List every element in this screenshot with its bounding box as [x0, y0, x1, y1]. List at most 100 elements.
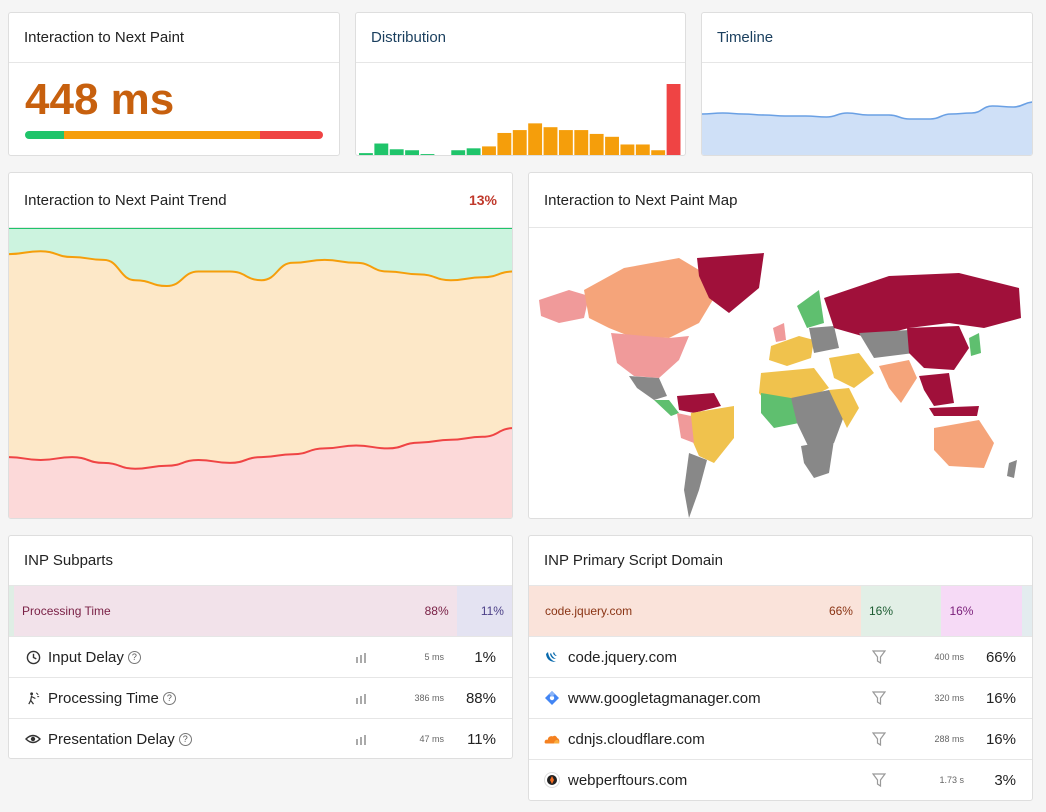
- inp-value-card-header: Interaction to Next Paint: [9, 13, 339, 63]
- map-region-india[interactable]: [879, 360, 917, 403]
- filter-icon[interactable]: [872, 691, 886, 705]
- help-icon[interactable]: ?: [162, 691, 176, 705]
- domain-row-cloudflare[interactable]: cdnjs.cloudflare.com 288 ms 16%: [529, 718, 1032, 759]
- map-region-west-africa[interactable]: [761, 393, 799, 428]
- distribution-card-title[interactable]: Distribution: [371, 29, 447, 46]
- distribution-bar: [359, 153, 373, 155]
- help-icon[interactable]: ?: [178, 732, 192, 746]
- distribution-bar: [420, 154, 435, 155]
- webperftours-icon: [544, 772, 560, 788]
- map-region-brazil[interactable]: [689, 406, 734, 463]
- timeline-card[interactable]: Timeline: [701, 12, 1033, 156]
- domain-seg-jquery-label: code.jquery.com: [545, 604, 633, 618]
- timeline-card-title[interactable]: Timeline: [717, 29, 774, 46]
- cloudflare-icon: [544, 731, 560, 747]
- timeline-line: [702, 101, 1032, 120]
- domain-row-jquery[interactable]: code.jquery.com 400 ms 66%: [529, 636, 1032, 677]
- subparts-stack-bar[interactable]: Processing Time 88% 11%: [9, 586, 512, 636]
- trend-area-poor: [9, 428, 512, 518]
- script-domain-stack-bar[interactable]: code.jquery.com 66% 16% 16%: [529, 586, 1032, 636]
- world-map[interactable]: [529, 228, 1033, 518]
- map-region-middle-east[interactable]: [829, 353, 874, 388]
- map-region-central-america[interactable]: [654, 400, 679, 416]
- distribution-bar: [620, 144, 635, 155]
- map-region-scandinavia[interactable]: [797, 290, 824, 328]
- subpart-row-processing-time[interactable]: Processing Time ? 386 ms 88%: [9, 677, 512, 718]
- gtm-icon: [544, 690, 560, 706]
- map-region-venezuela[interactable]: [677, 393, 721, 413]
- map-region-central-africa[interactable]: [791, 390, 847, 448]
- distribution-bar: [466, 148, 481, 155]
- map-card-title: Interaction to Next Paint Map: [544, 191, 738, 209]
- inp-subparts-header: INP Subparts: [9, 536, 512, 586]
- map-region-usa[interactable]: [611, 333, 689, 378]
- gauge-segment-2: [260, 131, 323, 139]
- eye-icon: [24, 730, 42, 748]
- domain-pct: 3%: [994, 771, 1016, 789]
- distribution-bar: [605, 136, 619, 155]
- script-domain-card: INP Primary Script Domain code.jquery.co…: [528, 535, 1033, 801]
- subpart-ms: 5 ms: [424, 652, 444, 662]
- subpart-row-presentation-delay[interactable]: Presentation Delay ? 47 ms 11%: [9, 718, 512, 758]
- domain-seg-gtm[interactable]: 16%: [860, 586, 942, 636]
- map-region-southeast-asia[interactable]: [919, 373, 954, 406]
- map-region-alaska[interactable]: [539, 290, 589, 323]
- map-region-russia[interactable]: [824, 273, 1021, 338]
- domain-seg-jquery[interactable]: code.jquery.com 66%: [529, 586, 861, 636]
- domain-seg-other[interactable]: [1021, 586, 1032, 636]
- domain-ms: 320 ms: [934, 693, 964, 703]
- map-region-southern-africa[interactable]: [801, 440, 834, 478]
- map-region-central-asia[interactable]: [859, 330, 914, 358]
- distribution-card[interactable]: Distribution: [355, 12, 686, 156]
- domain-row-webperftours[interactable]: webperftours.com 1.73 s 3%: [529, 759, 1032, 800]
- map-region-greenland[interactable]: [697, 253, 764, 313]
- map-card: Interaction to Next Paint Map: [528, 172, 1033, 519]
- subparts-seg-processing-pct: 88%: [424, 604, 449, 618]
- map-region-china[interactable]: [907, 326, 969, 370]
- gauge-segment-0: [25, 131, 64, 139]
- subparts-seg-input[interactable]: [9, 586, 15, 636]
- domain-seg-cloudflare-pct: 16%: [949, 604, 974, 618]
- distribution-bar: [666, 84, 681, 155]
- map-region-eastern-europe[interactable]: [809, 326, 839, 353]
- map-region-new-zealand[interactable]: [1007, 460, 1017, 478]
- map-region-argentina[interactable]: [684, 453, 707, 518]
- trend-chart: [9, 228, 512, 518]
- distribution-bar: [374, 143, 389, 155]
- domain-row-googletagmanager[interactable]: www.googletagmanager.com 320 ms 16%: [529, 677, 1032, 718]
- processing-icon: [24, 689, 42, 707]
- map-region-indonesia[interactable]: [929, 406, 979, 416]
- subparts-seg-presentation[interactable]: 11%: [456, 586, 512, 636]
- inp-value-card-title: Interaction to Next Paint: [24, 29, 185, 46]
- bar-chart-icon[interactable]: [355, 733, 369, 745]
- subparts-seg-processing[interactable]: Processing Time 88%: [14, 586, 457, 636]
- domain-seg-cloudflare[interactable]: 16%: [941, 586, 1022, 636]
- bar-chart-icon[interactable]: [355, 651, 369, 663]
- subpart-pct: 88%: [465, 689, 496, 707]
- map-region-peru[interactable]: [677, 413, 694, 443]
- trend-card-header: Interaction to Next Paint Trend 13%: [9, 173, 512, 228]
- map-region-australia[interactable]: [934, 420, 994, 468]
- map-region-uk[interactable]: [773, 323, 786, 342]
- bar-chart-icon[interactable]: [355, 692, 369, 704]
- inp-subparts-title: INP Subparts: [24, 552, 113, 569]
- filter-icon[interactable]: [872, 732, 886, 746]
- clock-icon: [24, 648, 42, 666]
- subpart-row-input-delay[interactable]: Input Delay ? 5 ms 1%: [9, 636, 512, 677]
- help-icon[interactable]: ?: [127, 650, 141, 664]
- domain-pct: 16%: [985, 689, 1016, 707]
- map-region-western-europe[interactable]: [769, 336, 814, 366]
- map-region-east-africa[interactable]: [829, 388, 859, 428]
- subpart-pct: 1%: [474, 648, 496, 666]
- inp-value: 448 ms: [25, 75, 175, 124]
- subpart-label: Processing Time: [48, 689, 159, 707]
- filter-icon[interactable]: [872, 650, 886, 664]
- filter-icon[interactable]: [872, 773, 886, 787]
- map-region-canada[interactable]: [584, 258, 714, 338]
- map-region-mexico[interactable]: [629, 376, 667, 400]
- gauge-segment-1: [63, 131, 261, 139]
- map-region-japan[interactable]: [969, 333, 981, 356]
- trend-card: Interaction to Next Paint Trend 13%: [8, 172, 513, 519]
- timeline-chart: [702, 101, 1032, 155]
- domain-seg-gtm-pct: 16%: [868, 604, 893, 618]
